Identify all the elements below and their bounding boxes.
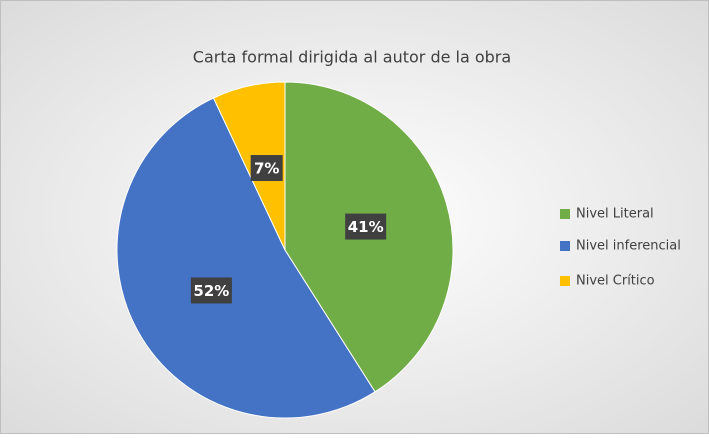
data-label: 52% xyxy=(193,282,229,300)
legend-swatch xyxy=(560,241,570,251)
legend-label: Nivel inferencial xyxy=(576,239,681,254)
legend-label: Nivel Literal xyxy=(576,207,654,222)
data-label-box xyxy=(250,155,283,182)
data-label-box xyxy=(345,213,387,240)
legend-label: Nivel Crítico xyxy=(576,274,655,289)
legend-swatch xyxy=(560,209,570,219)
chart-title: Carta formal dirigida al autor de la obr… xyxy=(193,48,511,67)
pie-slice xyxy=(116,97,376,419)
data-label: 41% xyxy=(348,218,384,236)
pie-slice xyxy=(212,81,286,251)
data-label: 7% xyxy=(254,160,279,178)
data-label-box xyxy=(190,277,232,304)
legend-swatch xyxy=(560,276,570,286)
